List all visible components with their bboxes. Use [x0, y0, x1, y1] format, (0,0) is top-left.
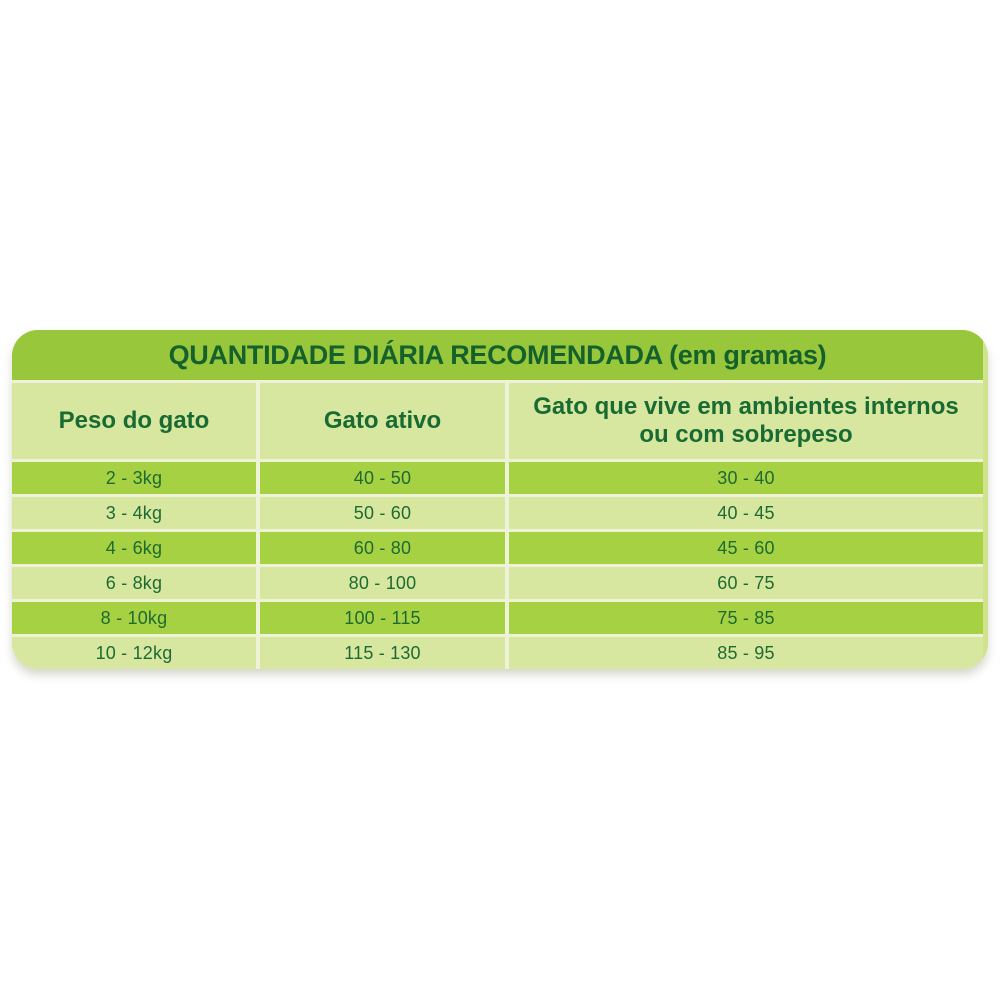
table-cell: 100 - 115 [260, 602, 505, 634]
table-cell: 40 - 50 [260, 462, 505, 494]
table-cell: 40 - 45 [509, 497, 983, 529]
table-cell: 3 - 4kg [12, 497, 256, 529]
table-cell: 8 - 10kg [12, 602, 256, 634]
feeding-guide-table: QUANTIDADE DIÁRIA RECOMENDADA (em gramas… [12, 330, 988, 669]
table-cell: 45 - 60 [509, 532, 983, 564]
column-header-gato-interno: Gato que vive em ambientes internos ou c… [509, 383, 983, 459]
table-cell: 6 - 8kg [12, 567, 256, 599]
table-cell: 80 - 100 [260, 567, 505, 599]
table-cell: 75 - 85 [509, 602, 983, 634]
table-cell: 4 - 6kg [12, 532, 256, 564]
column-header-gato-ativo: Gato ativo [260, 383, 505, 459]
table-cell: 85 - 95 [509, 637, 983, 669]
table-cell: 2 - 3kg [12, 462, 256, 494]
column-header-peso: Peso do gato [12, 383, 256, 459]
table-title: QUANTIDADE DIÁRIA RECOMENDADA (em gramas… [12, 330, 983, 380]
table-cell: 60 - 75 [509, 567, 983, 599]
table-cell: 50 - 60 [260, 497, 505, 529]
table-grid: QUANTIDADE DIÁRIA RECOMENDADA (em gramas… [12, 330, 983, 669]
table-cell: 60 - 80 [260, 532, 505, 564]
table-cell: 115 - 130 [260, 637, 505, 669]
table-cell: 10 - 12kg [12, 637, 256, 669]
table-cell: 30 - 40 [509, 462, 983, 494]
